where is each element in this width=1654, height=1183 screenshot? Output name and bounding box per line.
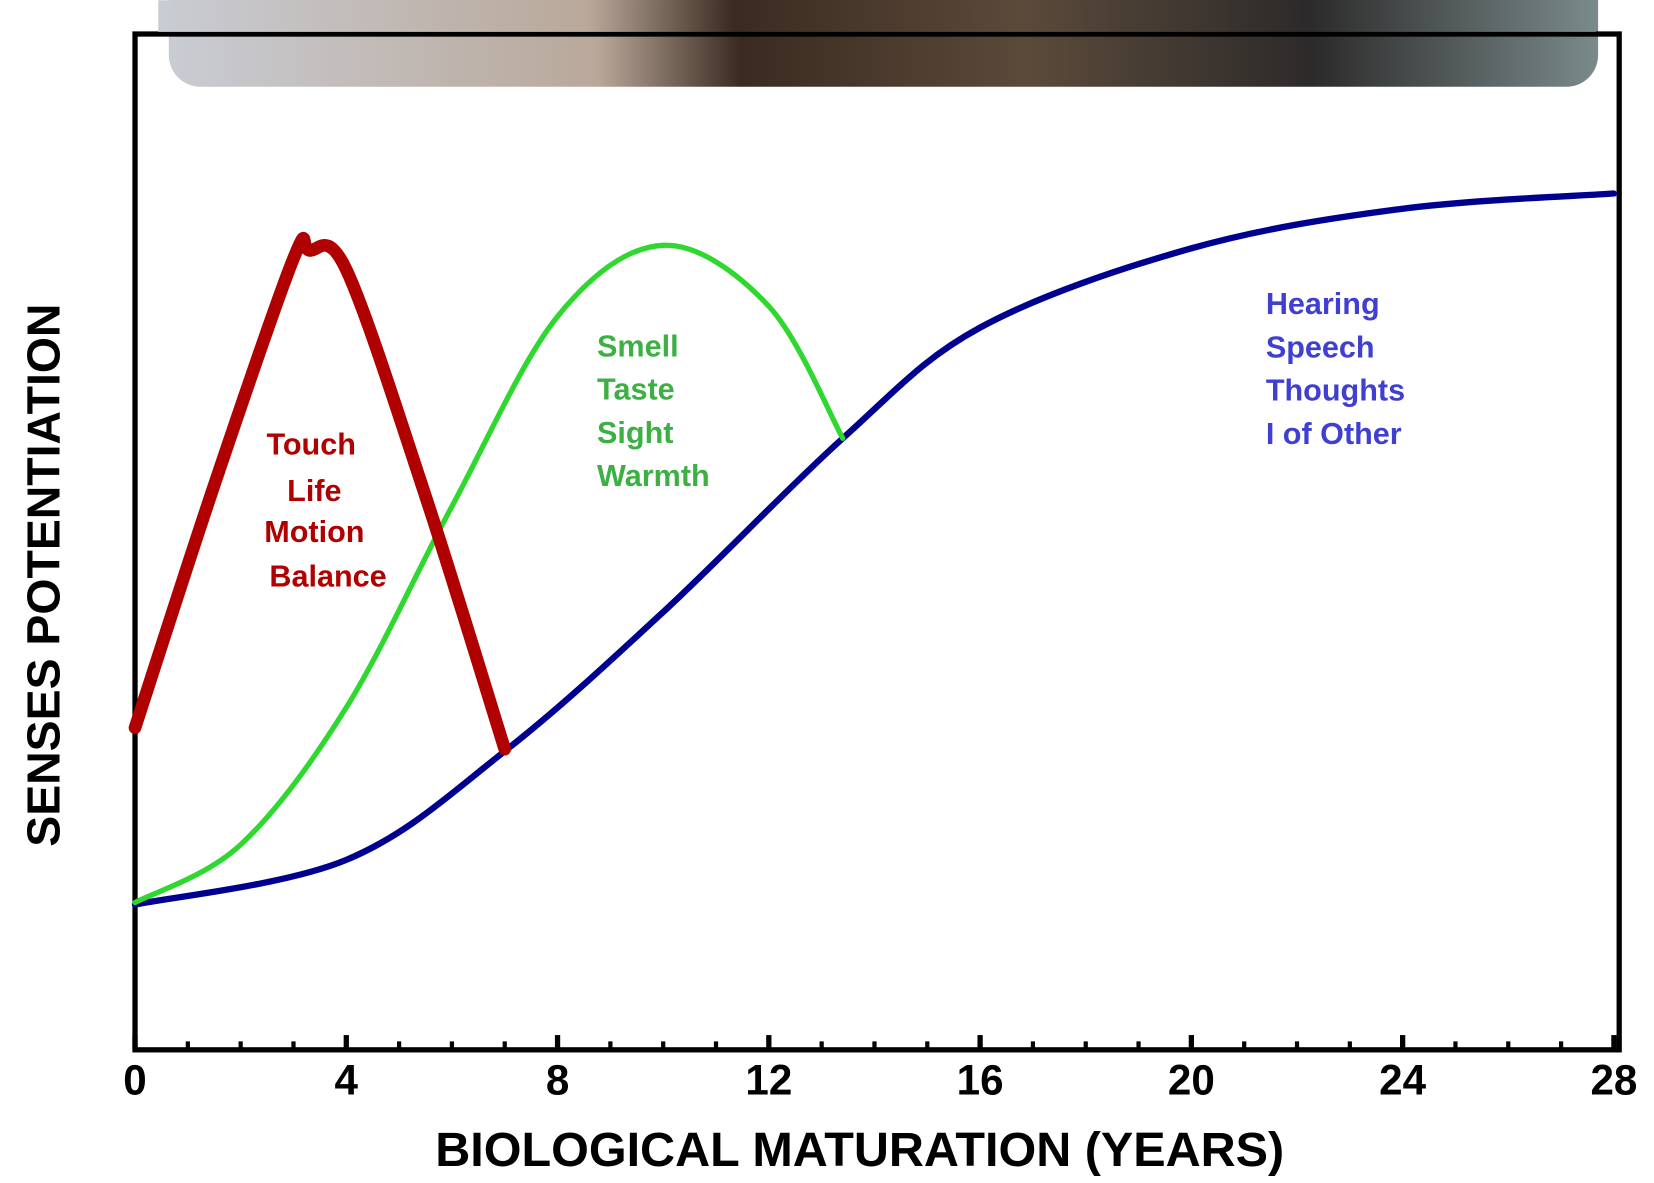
annotation: Smell <box>597 329 679 363</box>
x-tick-label: 20 <box>1168 1057 1215 1104</box>
annotation: Life <box>287 474 341 508</box>
x-axis-title: BIOLOGICAL MATURATION (YEARS) <box>435 1123 1284 1177</box>
x-tick-label: 4 <box>335 1057 359 1104</box>
annotation: Thoughts <box>1266 374 1405 408</box>
series-line <box>135 245 843 902</box>
annotation: Hearing <box>1266 287 1380 321</box>
annotation: Speech <box>1266 330 1375 364</box>
annotation: Motion <box>264 515 364 549</box>
chart: SENSES POTENTIATION BIOLOGICAL MATURATIO… <box>0 0 1654 1183</box>
x-tick-label: 24 <box>1379 1057 1426 1104</box>
y-axis-title: SENSES POTENTIATION <box>18 304 70 847</box>
annotation: Taste <box>597 373 675 407</box>
annotation: Sight <box>597 416 673 450</box>
annotation: Balance <box>269 559 386 593</box>
x-tick-label: 12 <box>745 1057 792 1104</box>
x-tick-label: 28 <box>1590 1057 1637 1104</box>
x-tick-label: 8 <box>546 1057 569 1104</box>
annotation: Touch <box>266 428 355 462</box>
x-tick-label: 0 <box>123 1057 146 1104</box>
header-photo-overlap <box>158 0 1596 32</box>
annotation: I of Other <box>1266 417 1402 451</box>
annotation: Warmth <box>597 459 710 493</box>
x-tick-label: 16 <box>957 1057 1004 1104</box>
